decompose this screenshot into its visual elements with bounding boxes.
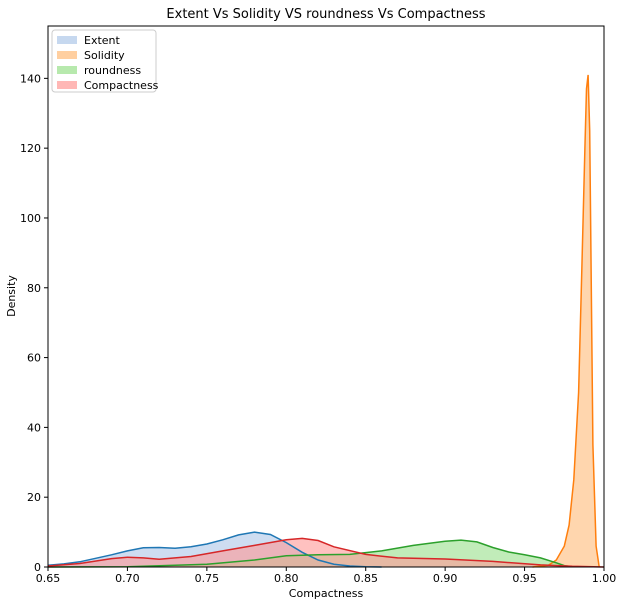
x-tick-label: 0.85 [353, 572, 378, 585]
x-axis-label: Compactness [289, 587, 364, 600]
x-tick-label: 0.65 [36, 572, 61, 585]
y-axis-label: Density [5, 275, 18, 317]
legend-swatch-extent [57, 36, 77, 44]
series-line-compactness [47, 537, 605, 568]
legend-swatch-compactness [57, 81, 77, 89]
legend-label-solidity: Solidity [84, 49, 125, 62]
y-tick-label: 100 [20, 212, 41, 225]
plot-frame [47, 25, 605, 568]
y-tick-label: 80 [27, 282, 41, 295]
y-tick-label: 40 [27, 421, 41, 434]
legend-label-roundness: roundness [84, 64, 141, 77]
x-tick-label: 0.75 [195, 572, 220, 585]
legend: Extent Solidity roundness Compactness [51, 29, 159, 93]
x-tick-label: 0.70 [115, 572, 140, 585]
legend-swatch-solidity [57, 51, 77, 59]
x-axis: 0.65 0.70 0.75 0.80 0.85 0.90 0.95 1.00 [36, 567, 617, 585]
y-tick-label: 60 [27, 352, 41, 365]
x-tick-label: 0.90 [433, 572, 458, 585]
x-tick-label: 1.00 [592, 572, 617, 585]
legend-swatch-roundness [57, 66, 77, 74]
series-line-roundness [47, 539, 573, 568]
x-tick-label: 0.95 [512, 572, 537, 585]
series-line-extent [47, 531, 382, 568]
y-tick-label: 120 [20, 142, 41, 155]
x-tick-label: 0.80 [274, 572, 299, 585]
series-line-solidity [532, 74, 600, 568]
legend-box [51, 29, 157, 93]
series-fill-compactness [48, 538, 604, 567]
y-tick-label: 20 [27, 491, 41, 504]
y-axis: 0 20 40 60 80 100 120 140 [20, 72, 48, 574]
chart-title: Extent Vs Solidity VS roundness Vs Compa… [166, 7, 485, 22]
y-tick-label: 140 [20, 72, 41, 85]
y-tick-label: 0 [34, 561, 41, 574]
series-fill-solidity [532, 74, 600, 568]
legend-label-extent: Extent [84, 34, 121, 47]
legend-label-compactness: Compactness [84, 79, 159, 92]
series-lines [47, 74, 605, 568]
series-fills [48, 74, 604, 568]
